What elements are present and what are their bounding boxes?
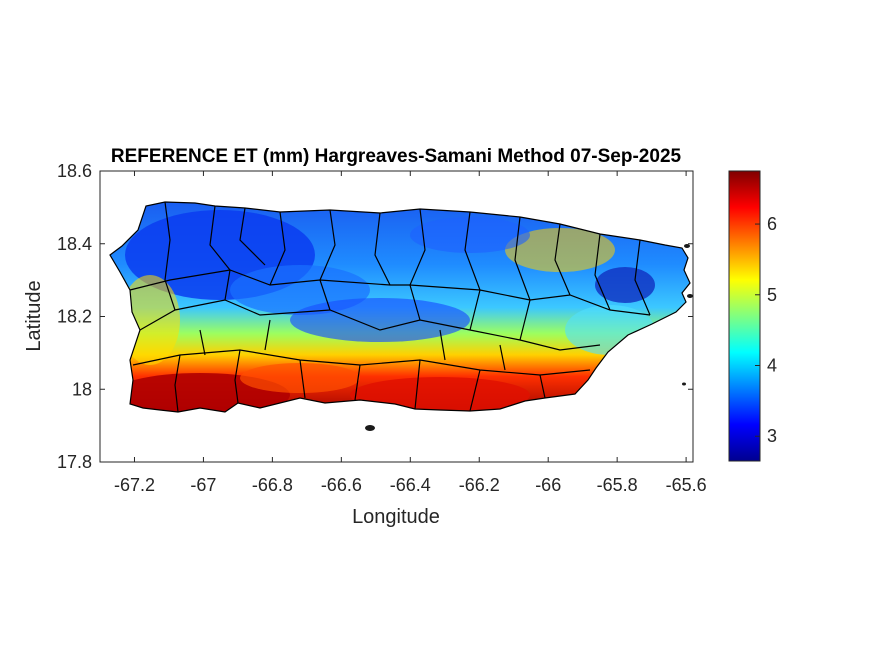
y-axis-ticks: 17.8 18 18.2 18.4 18.6 [57, 161, 693, 472]
colorbar-tick-label: 4 [767, 356, 777, 376]
et-heatmap [110, 202, 690, 412]
y-tick-label: 17.8 [57, 452, 92, 472]
x-tick-label: -66.4 [390, 475, 431, 495]
islets [365, 244, 693, 431]
x-tick-label: -66.8 [252, 475, 293, 495]
colorbar-ticks: 3 4 5 6 [755, 214, 777, 446]
y-tick-label: 18.6 [57, 161, 92, 181]
y-tick-label: 18.4 [57, 234, 92, 254]
x-tick-label: -66.6 [321, 475, 362, 495]
municipality-borders [109, 201, 691, 413]
colorbar-tick-label: 3 [767, 426, 777, 446]
x-axis-ticks: -67.2 -67 -66.8 -66.6 -66.4 -66.2 -66 -65.8 -65.… [114, 171, 707, 495]
colorbar [728, 170, 761, 462]
x-tick-label: -67 [190, 475, 216, 495]
x-tick-label: -66 [535, 475, 561, 495]
x-tick-label: -66.2 [459, 475, 500, 495]
colorbar-tick-label: 5 [767, 285, 777, 305]
y-tick-label: 18.2 [57, 307, 92, 327]
y-tick-label: 18 [72, 379, 92, 399]
x-axis-label: Longitude [352, 506, 440, 528]
x-tick-label: -65.6 [666, 475, 707, 495]
map-title: REFERENCE ET (mm) Hargreaves-Samani Meth… [111, 146, 682, 167]
colorbar-tick-label: 6 [767, 214, 777, 234]
x-tick-label: -67.2 [114, 475, 155, 495]
y-axis-label: Latitude [23, 280, 45, 351]
x-tick-label: -65.8 [597, 475, 638, 495]
